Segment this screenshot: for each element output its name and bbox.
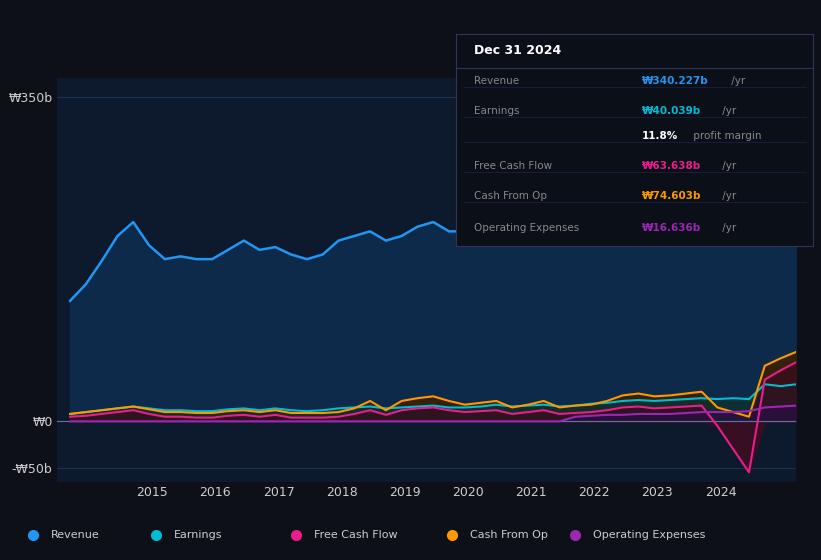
Text: 11.8%: 11.8%	[641, 132, 677, 142]
Text: ₩16.636b: ₩16.636b	[641, 223, 700, 233]
Text: Free Cash Flow: Free Cash Flow	[314, 530, 397, 540]
Text: Revenue: Revenue	[474, 76, 519, 86]
Text: ₩74.603b: ₩74.603b	[641, 191, 701, 201]
Text: ₩40.039b: ₩40.039b	[641, 106, 700, 116]
Text: Free Cash Flow: Free Cash Flow	[474, 161, 552, 171]
Text: Cash From Op: Cash From Op	[474, 191, 547, 201]
Text: Operating Expenses: Operating Expenses	[474, 223, 579, 233]
Text: ₩63.638b: ₩63.638b	[641, 161, 700, 171]
Text: profit margin: profit margin	[690, 132, 761, 142]
Text: Dec 31 2024: Dec 31 2024	[474, 44, 561, 57]
Text: Revenue: Revenue	[51, 530, 99, 540]
Text: /yr: /yr	[718, 106, 736, 116]
Text: /yr: /yr	[718, 191, 736, 201]
Text: /yr: /yr	[718, 223, 736, 233]
Text: Cash From Op: Cash From Op	[470, 530, 548, 540]
Text: /yr: /yr	[718, 161, 736, 171]
Text: Earnings: Earnings	[174, 530, 222, 540]
Text: /yr: /yr	[728, 76, 745, 86]
Text: Operating Expenses: Operating Expenses	[593, 530, 705, 540]
Text: ₩340.227b: ₩340.227b	[641, 76, 709, 86]
Text: Earnings: Earnings	[474, 106, 519, 116]
